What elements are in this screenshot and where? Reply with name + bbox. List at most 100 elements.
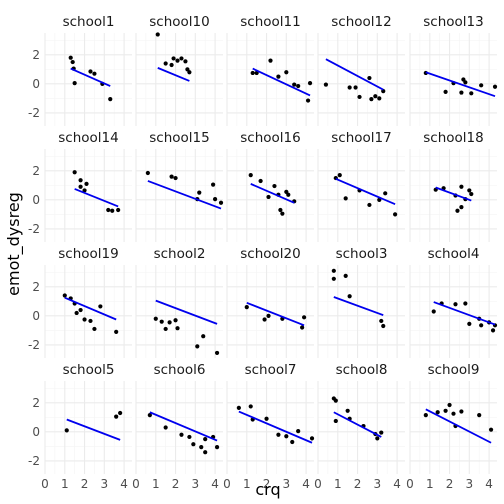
data-point xyxy=(451,411,456,416)
data-point xyxy=(72,170,77,175)
facet-label: school5 xyxy=(63,362,115,378)
x-tick-label: 3 xyxy=(373,477,381,491)
data-point xyxy=(276,74,281,79)
data-point xyxy=(98,304,103,309)
data-point xyxy=(250,70,255,76)
data-point xyxy=(236,405,241,410)
data-point xyxy=(114,329,119,334)
data-point xyxy=(244,305,249,310)
facet-panel: school13 xyxy=(409,14,498,126)
y-tick-label: 2 xyxy=(32,164,40,178)
facet-label: school1 xyxy=(63,14,115,30)
data-point xyxy=(116,207,121,213)
data-point xyxy=(467,188,472,193)
data-point xyxy=(435,410,440,415)
data-point xyxy=(145,170,150,176)
panel-background xyxy=(136,265,223,358)
facet-panel: school1 xyxy=(44,14,132,126)
data-point xyxy=(175,326,180,331)
data-point xyxy=(278,207,283,213)
data-point xyxy=(159,319,164,324)
y-tick-label: -2 xyxy=(28,222,40,236)
facet-label: school14 xyxy=(58,130,118,146)
facet-label: school20 xyxy=(240,246,300,262)
facet-label: school7 xyxy=(245,362,297,378)
data-point xyxy=(300,325,305,330)
y-tick-label: 2 xyxy=(32,48,40,62)
data-point xyxy=(377,96,382,101)
x-tick-label: 4 xyxy=(211,477,219,491)
fit-line xyxy=(325,58,384,91)
data-point xyxy=(78,307,83,313)
data-point xyxy=(173,318,178,323)
data-point xyxy=(309,436,315,441)
data-point xyxy=(296,429,301,434)
x-tick-label: 3 xyxy=(282,477,290,491)
data-point xyxy=(92,71,97,76)
data-point xyxy=(88,318,93,324)
panel-background xyxy=(227,33,314,126)
data-point xyxy=(268,58,273,63)
data-point xyxy=(167,320,172,325)
data-point xyxy=(345,408,350,413)
panel-background xyxy=(45,265,132,358)
data-point xyxy=(272,183,277,189)
data-point xyxy=(155,32,160,37)
fit-line xyxy=(64,296,117,321)
data-point xyxy=(195,344,200,349)
data-point xyxy=(381,323,386,329)
panel-background xyxy=(136,381,223,474)
data-point xyxy=(469,91,474,96)
x-tick-label: 4 xyxy=(302,477,310,491)
data-point xyxy=(477,413,482,418)
x-tick-label: 1 xyxy=(61,477,69,491)
facet-label: school13 xyxy=(423,14,483,30)
data-point xyxy=(153,316,158,321)
x-tick-label: 3 xyxy=(100,477,108,491)
data-point xyxy=(379,430,384,435)
data-point xyxy=(373,94,378,99)
data-point xyxy=(199,445,204,450)
data-point xyxy=(82,317,87,322)
facet-panel: school3 xyxy=(317,246,405,358)
x-tick-label: 2 xyxy=(81,477,89,491)
facet-label: school18 xyxy=(423,130,483,146)
y-tick-label: 2 xyxy=(32,396,40,410)
data-point xyxy=(163,425,168,430)
data-point xyxy=(179,56,184,61)
panel-background xyxy=(45,33,132,126)
facet-panel: school9 xyxy=(409,362,497,474)
x-tick-label: 1 xyxy=(334,477,342,491)
data-point xyxy=(284,70,289,75)
data-point xyxy=(323,82,329,87)
y-axis-ticks: -2 0 2 -2 0 2 -2 0 2 -2 0 2 xyxy=(28,48,40,468)
data-point xyxy=(173,175,178,181)
x-axis-title: crq xyxy=(255,480,280,499)
data-point xyxy=(108,97,113,102)
data-point xyxy=(191,442,196,447)
data-point xyxy=(459,184,464,189)
data-point xyxy=(64,428,69,433)
data-point xyxy=(197,190,202,195)
data-point xyxy=(62,293,67,298)
data-point xyxy=(331,276,336,281)
data-point xyxy=(353,85,358,90)
facet-panel: school10 xyxy=(135,14,223,126)
data-point xyxy=(488,427,494,432)
facet-panel: school7 xyxy=(226,362,315,474)
facet-label: school9 xyxy=(428,362,480,378)
fit-line xyxy=(74,188,119,208)
fit-line xyxy=(70,67,111,87)
x-tick-label: 4 xyxy=(485,477,493,491)
data-point xyxy=(347,294,352,299)
data-point xyxy=(203,437,208,442)
data-point xyxy=(74,310,79,316)
panel-background xyxy=(410,33,497,126)
data-point xyxy=(333,418,338,424)
data-point xyxy=(276,432,281,437)
data-point xyxy=(179,432,184,437)
facet-panel: school5 xyxy=(44,362,132,474)
panel-background xyxy=(227,149,314,242)
data-point xyxy=(479,83,484,88)
